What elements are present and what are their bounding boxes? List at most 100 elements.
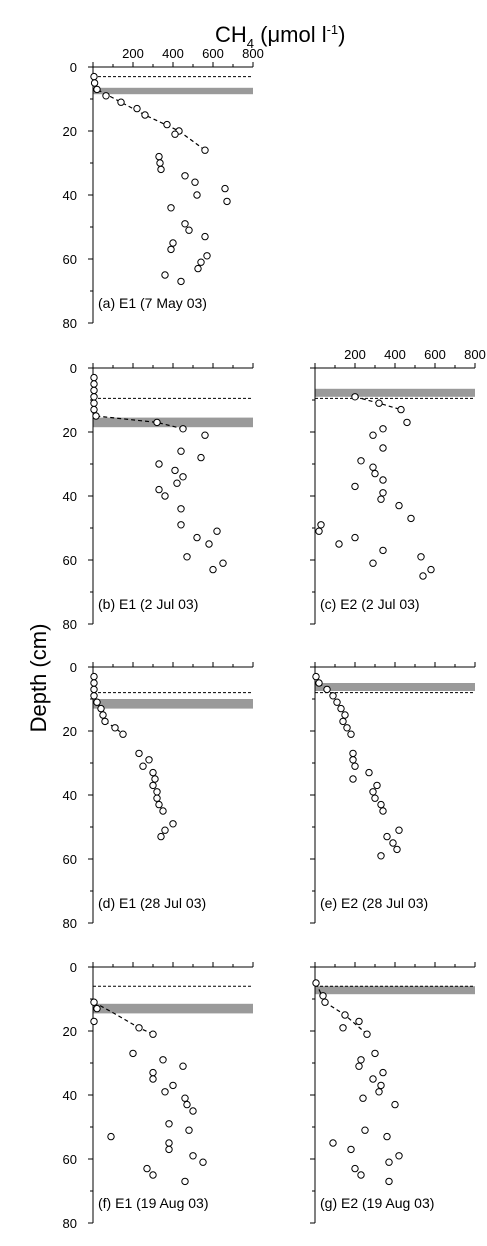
data-point-4-9 <box>347 730 355 738</box>
panel-label-6: (g) E2 (19 Aug 03) <box>320 1195 434 1211</box>
data-point-4-10 <box>349 749 357 758</box>
grey-band-0 <box>93 87 253 95</box>
data-point-1-22 <box>205 540 213 548</box>
data-point-5-7 <box>149 1068 157 1077</box>
data-point-1-17 <box>161 492 169 500</box>
data-point-0-21 <box>185 226 193 234</box>
data-point-6-23 <box>357 1171 365 1179</box>
data-point-2-8 <box>369 463 377 471</box>
data-point-5-1 <box>93 1004 101 1013</box>
data-point-6-22 <box>351 1164 359 1173</box>
panel-5: 0 20 40 60 80 (f) E1 (19 Aug 03) <box>63 960 254 1231</box>
data-point-0-2 <box>93 85 101 94</box>
y-tick-label-0-1: 20 <box>63 124 77 139</box>
data-point-6-7 <box>371 1049 379 1058</box>
data-point-2-18 <box>351 533 359 542</box>
data-point-6-14 <box>391 1100 399 1109</box>
y-tick-label-1-3: 60 <box>63 553 77 568</box>
data-point-3-16 <box>153 788 161 796</box>
fit-line-6 <box>315 982 368 1035</box>
data-point-2-23 <box>427 565 435 574</box>
data-point-2-20 <box>379 546 387 555</box>
y-tick-label-5-4: 80 <box>63 1216 77 1231</box>
y-tick-label-3-1: 20 <box>63 724 77 739</box>
data-point-3-21 <box>161 826 169 834</box>
data-point-2-12 <box>379 489 387 497</box>
x-tick-label-0-3: 800 <box>242 46 264 61</box>
data-point-3-6 <box>99 711 107 719</box>
data-point-0-14 <box>181 172 189 180</box>
data-point-0-28 <box>161 271 169 279</box>
data-point-5-0 <box>90 998 98 1006</box>
data-point-3-15 <box>149 781 157 790</box>
data-point-5-13 <box>183 1100 191 1109</box>
y-tick-label-1-1: 20 <box>63 425 77 440</box>
data-point-2-15 <box>407 514 415 523</box>
data-point-1-24 <box>219 559 227 567</box>
data-point-1-7 <box>153 418 161 427</box>
y-tick-label-5-0: 0 <box>70 960 77 975</box>
data-point-4-20 <box>383 832 391 841</box>
data-point-1-5 <box>90 405 98 414</box>
data-point-5-22 <box>143 1164 151 1173</box>
data-point-3-9 <box>119 730 127 738</box>
x-tick-label-2-1: 400 <box>384 347 406 362</box>
data-point-3-20 <box>169 820 177 828</box>
panel-label-5: (f) E1 (19 Aug 03) <box>98 1195 209 1211</box>
data-point-6-20 <box>395 1152 403 1160</box>
data-point-4-3 <box>329 692 337 700</box>
data-point-1-18 <box>177 505 185 513</box>
panel-6: (g) E2 (19 Aug 03) <box>310 962 476 1224</box>
data-point-3-4 <box>93 698 101 706</box>
data-point-4-22 <box>389 839 397 847</box>
data-point-5-15 <box>165 1120 173 1128</box>
data-point-0-18 <box>223 197 231 206</box>
data-point-0-11 <box>155 152 163 161</box>
panel-label-1: (b) E1 (2 Jul 03) <box>98 596 198 612</box>
data-point-6-18 <box>347 1145 355 1154</box>
grey-band-3 <box>93 699 253 709</box>
data-point-2-21 <box>417 553 425 561</box>
data-point-3-19 <box>159 807 167 815</box>
panel-2: 200 400 600 800 (c) E2 (2 Jul 03) <box>310 347 486 625</box>
data-point-1-4 <box>90 399 98 407</box>
data-point-6-21 <box>385 1158 393 1166</box>
data-point-3-5 <box>97 704 105 713</box>
y-tick-label-5-3: 60 <box>63 1152 77 1167</box>
data-point-2-7 <box>357 457 365 465</box>
data-point-0-3 <box>102 92 110 100</box>
data-point-5-16 <box>185 1126 193 1134</box>
data-point-6-16 <box>361 1126 369 1134</box>
data-point-5-8 <box>149 1075 157 1083</box>
x-tick-label-0-0: 200 <box>122 46 144 61</box>
data-point-2-5 <box>369 431 377 439</box>
y-tick-label-1-4: 80 <box>63 617 77 632</box>
data-point-5-23 <box>149 1171 157 1179</box>
data-point-2-19 <box>335 540 343 548</box>
data-point-6-1 <box>319 992 327 1000</box>
data-point-3-22 <box>157 832 165 841</box>
data-point-5-9 <box>179 1062 187 1070</box>
data-point-1-20 <box>213 527 221 535</box>
panel-label-2: (c) E2 (2 Jul 03) <box>320 596 420 612</box>
data-point-1-2 <box>90 386 98 395</box>
data-point-4-8 <box>343 724 351 732</box>
data-point-5-5 <box>129 1049 137 1058</box>
data-point-0-29 <box>177 277 185 286</box>
data-point-6-19 <box>383 1132 391 1141</box>
grey-band-6 <box>315 986 475 995</box>
data-point-1-9 <box>201 431 209 439</box>
data-point-6-4 <box>339 1024 347 1032</box>
panel-4: (e) E2 (28 Jul 03) <box>310 662 476 924</box>
data-point-0-1 <box>90 79 99 87</box>
data-point-3-17 <box>153 794 161 802</box>
panel-1: 0 20 40 60 80 (b) E1 (2 Jul 03) <box>63 361 254 632</box>
data-point-6-0 <box>312 979 320 987</box>
data-point-0-22 <box>201 232 209 241</box>
grey-band-2 <box>315 388 475 397</box>
data-point-4-13 <box>349 775 357 783</box>
data-point-4-0 <box>312 672 320 681</box>
data-point-2-11 <box>351 482 359 491</box>
y-tick-label-0-0: 0 <box>70 60 77 75</box>
data-point-3-0 <box>90 672 98 681</box>
